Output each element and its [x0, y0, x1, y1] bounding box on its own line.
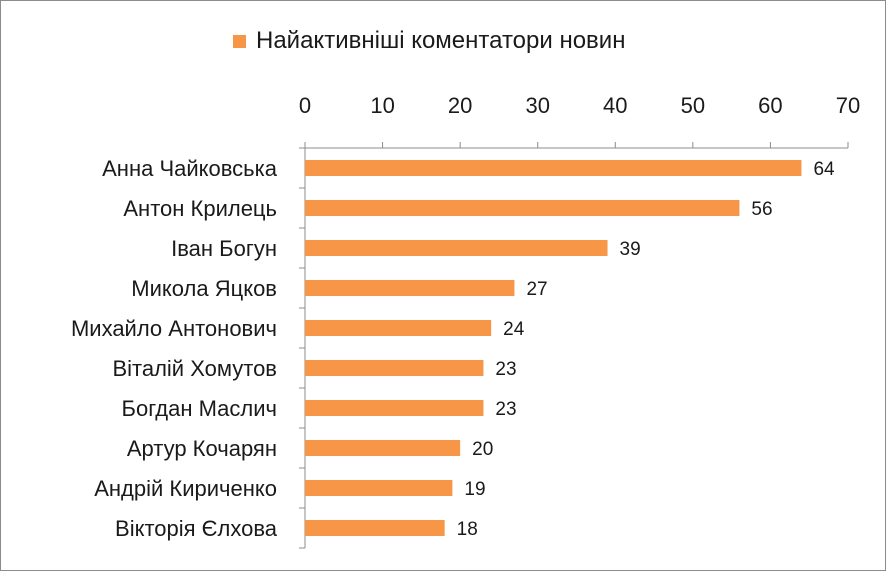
bar	[305, 280, 515, 296]
bar	[305, 440, 461, 456]
x-tick-label: 10	[370, 93, 394, 118]
data-label: 19	[464, 479, 485, 500]
x-tick-label: 70	[836, 93, 860, 118]
bar	[305, 520, 445, 536]
bar	[305, 360, 484, 376]
bar	[305, 480, 453, 496]
bar	[305, 200, 740, 216]
category-label: Антон Крилець	[123, 196, 277, 221]
x-tick-label: 50	[681, 93, 705, 118]
category-label: Богдан Маслич	[122, 396, 277, 421]
bar	[305, 320, 492, 336]
category-label: Микола Яцков	[131, 276, 277, 301]
bar	[305, 400, 484, 416]
data-label: 23	[495, 359, 516, 380]
data-label: 64	[813, 159, 835, 180]
bar	[305, 240, 608, 256]
data-label: 39	[620, 239, 641, 260]
category-label: Анна Чайковська	[102, 156, 278, 181]
data-label: 20	[472, 439, 493, 460]
x-tick-label: 40	[603, 93, 627, 118]
category-label: Вікторія Єлхова	[115, 516, 278, 541]
data-label: 18	[457, 519, 478, 540]
category-label: Артур Кочарян	[127, 436, 277, 461]
category-label: Віталій Хомутов	[112, 356, 277, 381]
x-tick-label: 60	[758, 93, 782, 118]
category-label: Іван Богун	[171, 236, 277, 261]
x-tick-label: 30	[525, 93, 549, 118]
category-label: Андрій Кириченко	[94, 476, 277, 501]
data-label: 56	[751, 199, 772, 220]
x-tick-label: 0	[299, 93, 311, 118]
data-label: 24	[503, 319, 525, 340]
legend-swatch	[233, 34, 246, 48]
data-label: 23	[495, 399, 516, 420]
data-label: 27	[526, 279, 547, 300]
legend-label: Найактивніші коментатори новин	[256, 27, 626, 54]
category-label: Михайло Антонович	[71, 316, 277, 341]
legend: Найактивніші коментатори новин	[233, 23, 625, 59]
bar	[305, 160, 802, 176]
x-tick-label: 20	[448, 93, 472, 118]
